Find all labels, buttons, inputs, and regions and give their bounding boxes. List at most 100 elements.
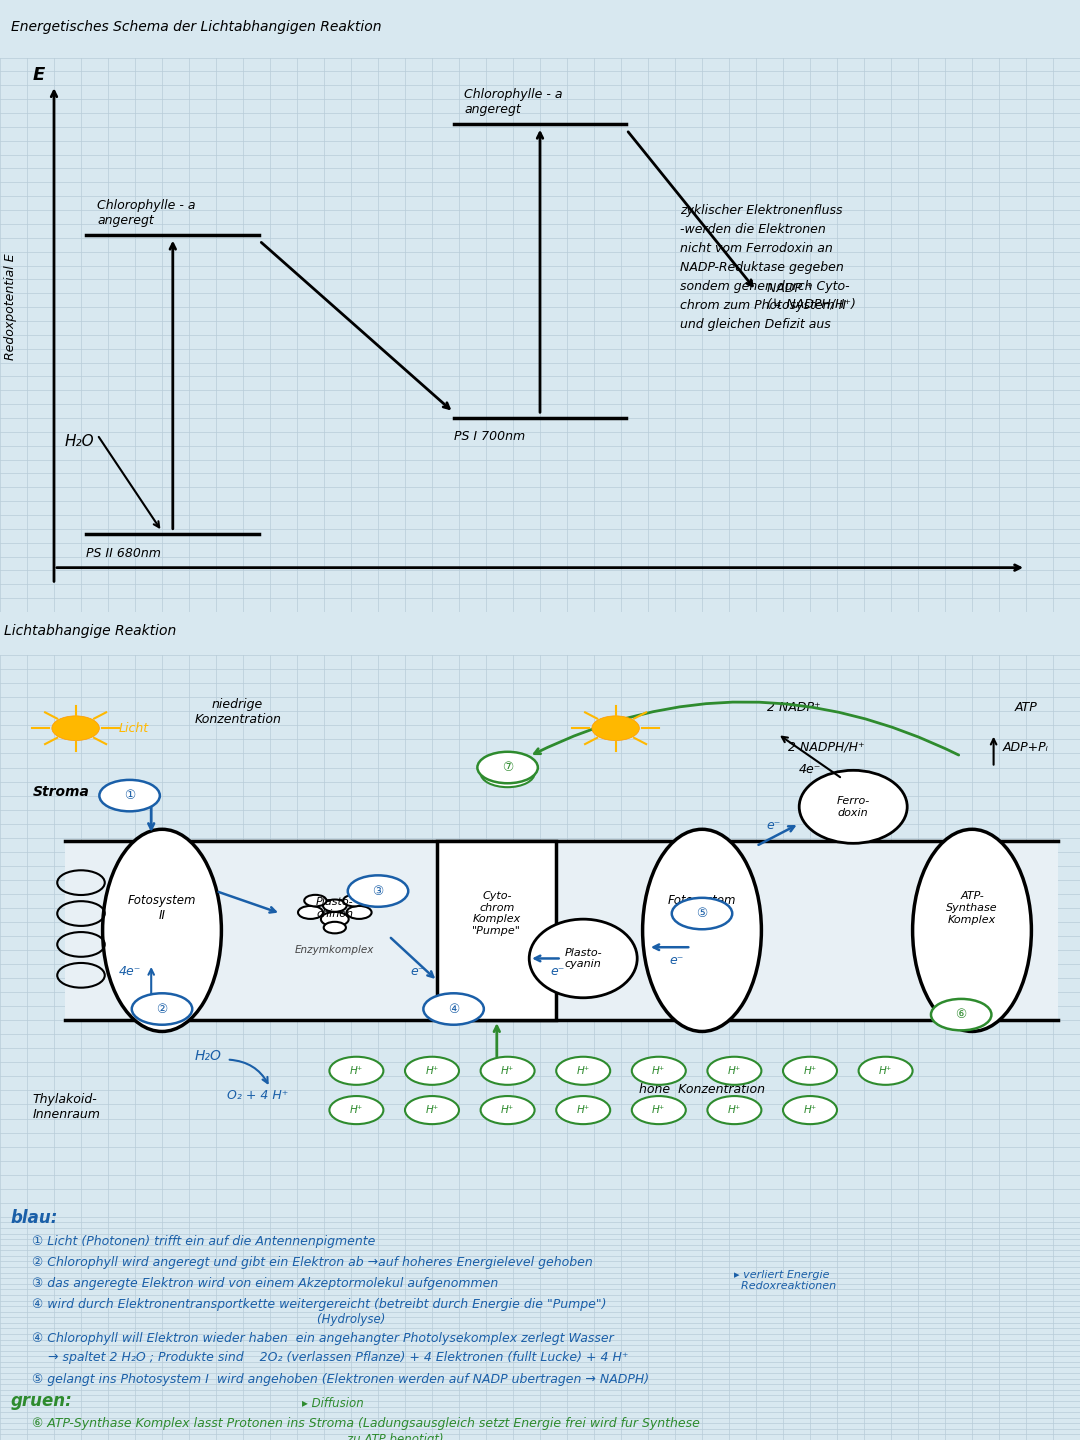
- Text: H⁺: H⁺: [350, 1066, 363, 1076]
- Ellipse shape: [643, 829, 761, 1031]
- Circle shape: [477, 752, 538, 783]
- Text: Licht: Licht: [119, 721, 149, 734]
- Circle shape: [329, 1096, 383, 1125]
- Circle shape: [481, 1096, 535, 1125]
- Text: Thylakoid-
Innenraum: Thylakoid- Innenraum: [32, 1093, 100, 1122]
- Text: ⑥: ⑥: [956, 1008, 967, 1021]
- Text: H⁺: H⁺: [501, 1066, 514, 1076]
- Circle shape: [305, 894, 326, 906]
- Circle shape: [707, 1096, 761, 1125]
- Text: H⁺: H⁺: [652, 1066, 665, 1076]
- Text: Lichtabhangige Reaktion: Lichtabhangige Reaktion: [4, 625, 176, 638]
- Text: Enzymkomplex: Enzymkomplex: [295, 945, 375, 955]
- Text: H⁺: H⁺: [426, 1066, 438, 1076]
- Text: ④ Chlorophyll will Elektron wieder haben  ein angehangter Photolysekomplex zerle: ④ Chlorophyll will Elektron wieder haben…: [32, 1332, 615, 1345]
- Circle shape: [52, 716, 99, 740]
- Text: Plasto-
chinon: Plasto- chinon: [316, 897, 353, 919]
- Circle shape: [481, 759, 535, 788]
- Text: ④: ④: [448, 1002, 459, 1015]
- Bar: [437, 841, 556, 1020]
- Text: gruen:: gruen:: [11, 1392, 72, 1410]
- Circle shape: [324, 922, 346, 933]
- Text: PS II 680nm: PS II 680nm: [86, 547, 161, 560]
- Text: ATP-
Synthase
Komplex: ATP- Synthase Komplex: [946, 891, 998, 924]
- Circle shape: [556, 1096, 610, 1125]
- Circle shape: [329, 1057, 383, 1084]
- Circle shape: [859, 1057, 913, 1084]
- Text: ①: ①: [124, 789, 135, 802]
- Ellipse shape: [103, 829, 221, 1031]
- Text: Ferro-
doxin: Ferro- doxin: [837, 796, 869, 818]
- Text: H⁺: H⁺: [577, 1066, 590, 1076]
- Circle shape: [707, 1057, 761, 1084]
- Text: e⁻: e⁻: [410, 965, 424, 978]
- Text: 4e⁻: 4e⁻: [799, 763, 822, 776]
- Text: ② Chlorophyll wird angeregt und gibt ein Elektron ab →auf hoheres Energielevel g: ② Chlorophyll wird angeregt und gibt ein…: [32, 1256, 593, 1269]
- Circle shape: [556, 1057, 610, 1084]
- Text: H₂O: H₂O: [65, 433, 94, 449]
- Text: 4e⁻: 4e⁻: [119, 965, 141, 978]
- Circle shape: [423, 994, 484, 1025]
- Circle shape: [592, 716, 639, 740]
- Text: NADP ⁺
(↳ NADPH/H⁺): NADP ⁺ (↳ NADPH/H⁺): [767, 282, 855, 310]
- Ellipse shape: [529, 919, 637, 998]
- Text: hohe  Konzentration: hohe Konzentration: [639, 1083, 765, 1096]
- Text: H⁺: H⁺: [577, 1104, 590, 1115]
- Circle shape: [632, 1096, 686, 1125]
- Circle shape: [347, 906, 372, 919]
- Text: H⁺: H⁺: [879, 1066, 892, 1076]
- Text: ⑤ gelangt ins Photosystem I  wird angehoben (Elektronen werden auf NADP ubertrag: ⑤ gelangt ins Photosystem I wird angehob…: [32, 1372, 649, 1385]
- Text: → spaltet 2 H₂O ; Produkte sind    2O₂ (verlassen Pflanze) + 4 Elektronen (fullt: → spaltet 2 H₂O ; Produkte sind 2O₂ (ver…: [32, 1351, 629, 1364]
- Polygon shape: [65, 841, 1058, 1020]
- Text: H⁺: H⁺: [728, 1066, 741, 1076]
- Text: H⁺: H⁺: [728, 1104, 741, 1115]
- Circle shape: [405, 1096, 459, 1125]
- Text: O₂ + 4 H⁺: O₂ + 4 H⁺: [227, 1089, 288, 1102]
- Text: ▸ Diffusion: ▸ Diffusion: [302, 1397, 364, 1410]
- Text: H⁺: H⁺: [501, 1104, 514, 1115]
- Text: ① Licht (Photonen) trifft ein auf die Antennenpigmente: ① Licht (Photonen) trifft ein auf die An…: [32, 1234, 376, 1247]
- Text: ③ das angeregte Elektron wird von einem Akzeptormolekul aufgenommen: ③ das angeregte Elektron wird von einem …: [32, 1277, 499, 1290]
- Text: zyklischer Elektronenfluss
-werden die Elektronen
nicht vom Ferrodoxin an
NADP-R: zyklischer Elektronenfluss -werden die E…: [680, 203, 850, 331]
- Text: Fotosystem
II: Fotosystem II: [127, 894, 197, 922]
- Text: Stroma: Stroma: [32, 785, 90, 799]
- Text: Redoxpotential E: Redoxpotential E: [4, 253, 17, 360]
- Text: Plasto-
cyanin: Plasto- cyanin: [565, 948, 602, 969]
- Text: Chlorophylle - a
angeregt: Chlorophylle - a angeregt: [464, 88, 563, 117]
- Text: H⁺: H⁺: [804, 1066, 816, 1076]
- Circle shape: [783, 1096, 837, 1125]
- Ellipse shape: [799, 770, 907, 844]
- Text: 2 NADP⁺: 2 NADP⁺: [767, 701, 821, 714]
- Text: Cyto-
chrom
Komplex
"Pumpe": Cyto- chrom Komplex "Pumpe": [472, 891, 522, 936]
- Circle shape: [298, 906, 323, 919]
- Text: (Hydrolyse): (Hydrolyse): [32, 1313, 386, 1326]
- Text: Energetisches Schema der Lichtabhangigen Reaktion: Energetisches Schema der Lichtabhangigen…: [11, 20, 381, 35]
- Text: 2 NADPH/H⁺: 2 NADPH/H⁺: [788, 740, 865, 753]
- Circle shape: [132, 994, 192, 1025]
- Circle shape: [99, 780, 160, 811]
- Circle shape: [343, 894, 365, 906]
- Text: H⁺: H⁺: [350, 1104, 363, 1115]
- Circle shape: [481, 1057, 535, 1084]
- Text: ▸ verliert Energie
  Redoxreaktionen: ▸ verliert Energie Redoxreaktionen: [734, 1270, 837, 1292]
- Text: e⁻: e⁻: [551, 965, 565, 978]
- Text: H⁺: H⁺: [804, 1104, 816, 1115]
- Text: E: E: [32, 66, 44, 84]
- Text: zu ATP benotigt): zu ATP benotigt): [32, 1433, 444, 1440]
- Text: ③: ③: [373, 884, 383, 897]
- Circle shape: [783, 1057, 837, 1084]
- Circle shape: [405, 1057, 459, 1084]
- Circle shape: [348, 876, 408, 907]
- Circle shape: [323, 900, 347, 912]
- Text: Fotosystem
I: Fotosystem I: [667, 894, 737, 922]
- Text: ②: ②: [157, 1002, 167, 1015]
- Text: H⁺: H⁺: [426, 1104, 438, 1115]
- Text: blau:: blau:: [11, 1210, 58, 1227]
- Text: ⑤: ⑤: [697, 907, 707, 920]
- Text: ⑥ ATP-Synthase Komplex lasst Protonen ins Stroma (Ladungsausgleich setzt Energie: ⑥ ATP-Synthase Komplex lasst Protonen in…: [32, 1417, 700, 1430]
- Ellipse shape: [913, 829, 1031, 1031]
- Text: ATP: ATP: [1014, 701, 1038, 714]
- Text: ④ wird durch Elektronentransportkette weitergereicht (betreibt durch Energie die: ④ wird durch Elektronentransportkette we…: [32, 1299, 607, 1312]
- Circle shape: [321, 912, 349, 926]
- Text: e⁻: e⁻: [670, 955, 684, 968]
